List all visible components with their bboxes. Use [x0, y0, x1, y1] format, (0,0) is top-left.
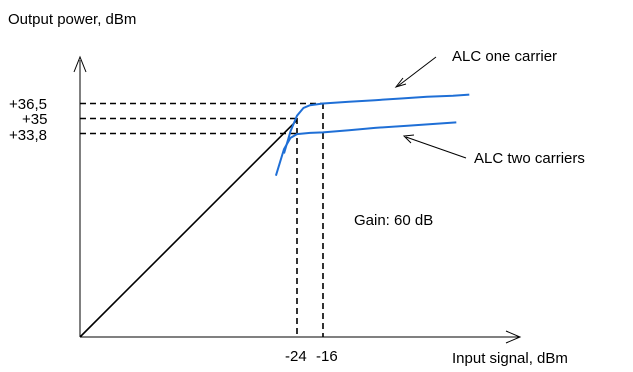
legend-label-alc-two-carriers: ALC two carriers	[474, 150, 585, 167]
x-tick-label-minus-24: -24	[285, 348, 307, 365]
y-axis-title: Output power, dBm	[8, 11, 136, 28]
annotation-arrow-two-carriers	[405, 136, 467, 159]
annotation-arrowhead-two-carriers	[402, 134, 415, 144]
y-axis-arrow	[73, 55, 87, 73]
y-tick-label-33-8: +33,8	[9, 127, 47, 144]
series-line-alc-two-carriers	[274, 121, 457, 176]
y-tick-label-36-5: +36,5	[9, 96, 47, 113]
annotation-arrow-one-carrier	[397, 56, 437, 87]
gain-annotation: Gain: 60 dB	[354, 212, 433, 229]
y-tick-label-35: +35	[22, 111, 47, 128]
legend-label-alc-one-carrier: ALC one carrier	[452, 48, 557, 65]
x-axis-arrow	[505, 330, 522, 344]
x-tick-label-minus-16: -16	[316, 348, 338, 365]
series-line-alc-one-carrier	[283, 93, 470, 154]
x-axis-title: Input signal, dBm	[452, 350, 568, 367]
linear-gain-line	[79, 119, 298, 338]
annotation-arrowhead-one-carrier	[394, 77, 407, 88]
